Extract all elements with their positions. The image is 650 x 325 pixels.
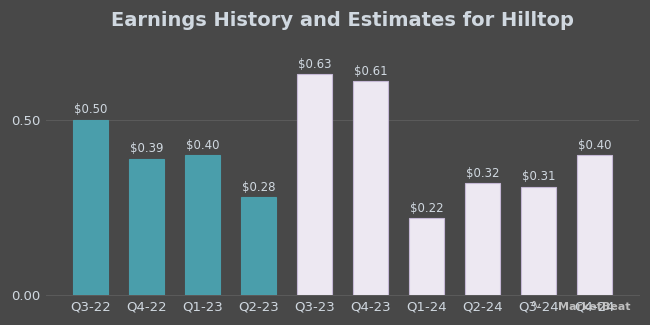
Bar — [521, 187, 556, 295]
Text: $0.39: $0.39 — [129, 142, 163, 155]
Text: $0.63: $0.63 — [298, 58, 332, 71]
Bar — [73, 120, 108, 295]
Text: $0.22: $0.22 — [410, 202, 443, 214]
Text: $0.61: $0.61 — [354, 65, 387, 78]
Bar — [465, 183, 500, 295]
Text: MarketBeat: MarketBeat — [558, 302, 630, 312]
Text: $0.40: $0.40 — [186, 138, 219, 151]
Text: $0.31: $0.31 — [522, 170, 555, 183]
Bar — [241, 197, 276, 295]
Bar — [577, 155, 612, 295]
Text: $0.32: $0.32 — [466, 167, 499, 180]
Bar — [353, 81, 388, 295]
Bar — [409, 218, 444, 295]
Text: $0.40: $0.40 — [578, 138, 611, 151]
Bar — [297, 74, 332, 295]
Bar — [129, 159, 164, 295]
Text: $0.50: $0.50 — [73, 103, 107, 116]
Text: $0.28: $0.28 — [242, 181, 275, 194]
Title: Earnings History and Estimates for Hilltop: Earnings History and Estimates for Hillt… — [111, 11, 574, 30]
Text: ∿: ∿ — [530, 298, 541, 312]
Bar — [185, 155, 220, 295]
